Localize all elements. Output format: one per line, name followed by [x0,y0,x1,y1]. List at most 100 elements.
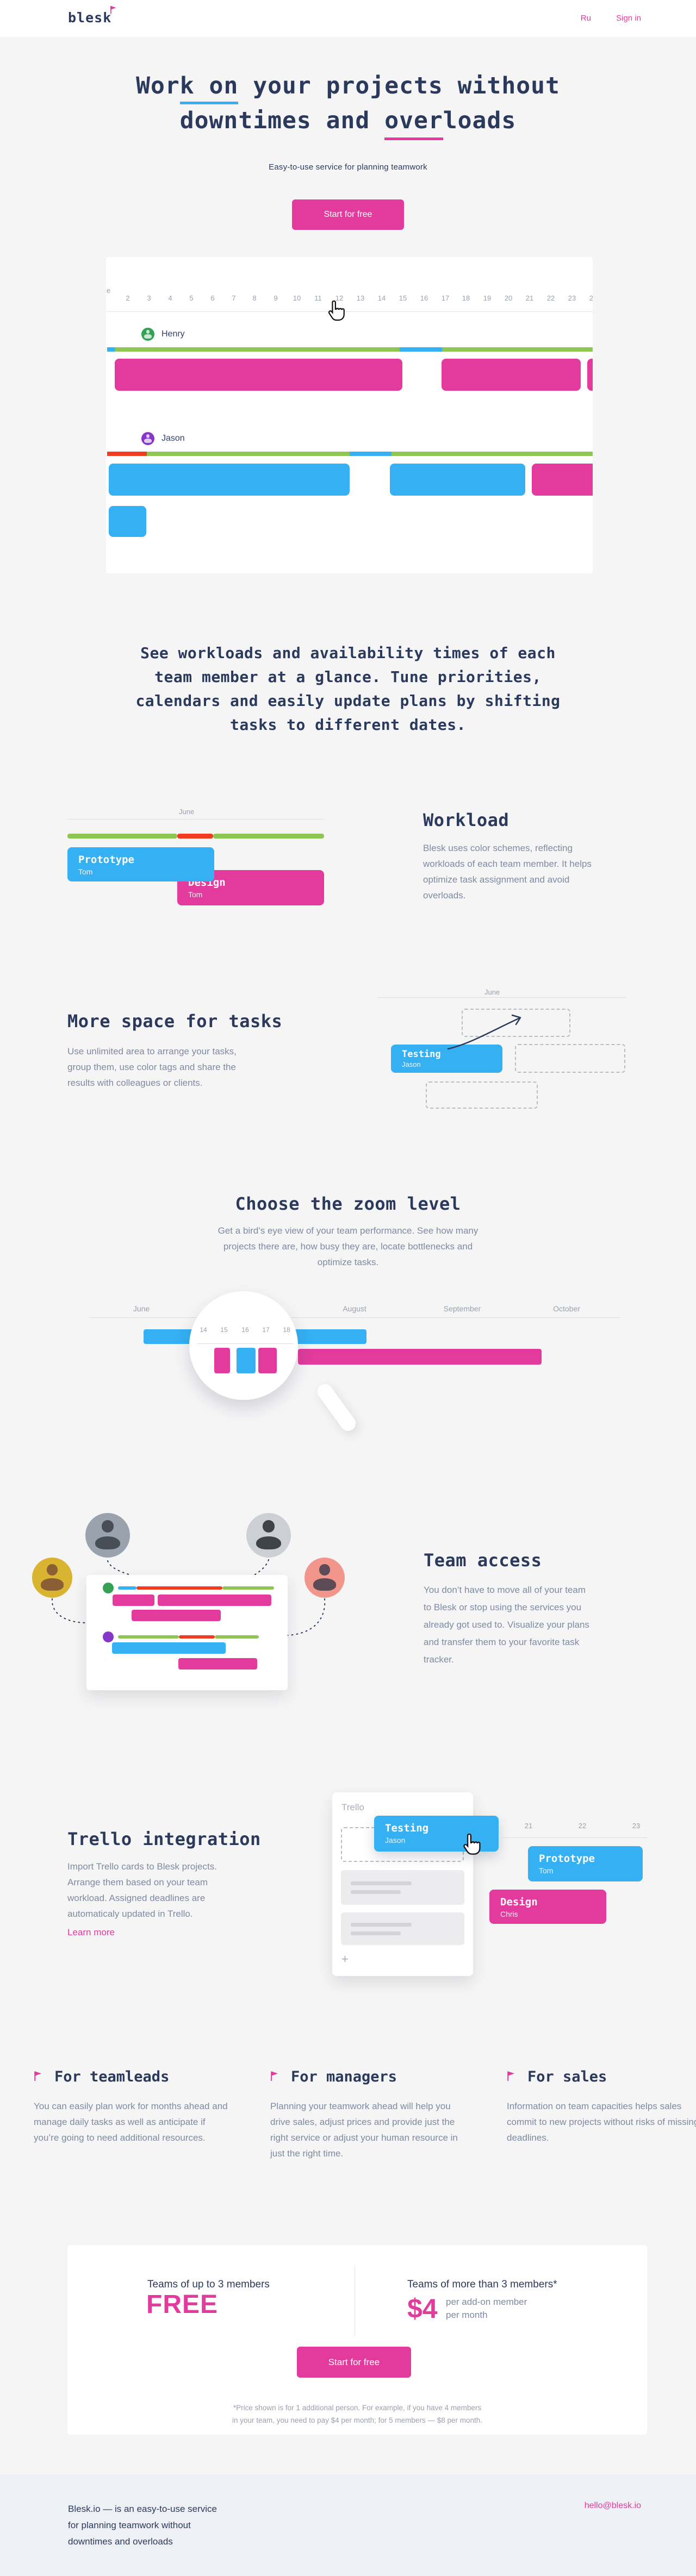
workload-bar-jason [106,452,593,456]
gantt-bar-green [115,347,400,352]
tick-label: 4 [168,294,172,302]
text-line: projects there are, how busy they are, l… [223,1241,473,1252]
move-arrow [447,1014,521,1050]
project-bars [54,1304,642,1370]
start-for-free-button[interactable]: Start for free [292,199,404,230]
timeline-month-label: June [106,286,111,295]
connector-lines [51,1559,326,1636]
gantt-bar-green [147,452,350,456]
tick-label: 16 [420,294,428,302]
tick-label: 23 [568,294,576,302]
gantt-bar-pink [115,359,402,391]
trello-dragged-card-testing[interactable]: Testing Jason [374,1816,499,1852]
gantt-bar-green [391,452,593,456]
pricing-paid-price: $4 [407,2293,438,2324]
hand-cursor-icon [463,1834,481,1855]
month-label: June [484,988,500,996]
tick-label: 17 [441,294,450,302]
tick-label: 11 [314,294,322,302]
footer: Blesk.io — is an easy-to-use service for … [0,2474,696,2576]
nav-signin-link[interactable]: Sign in [616,14,641,23]
magnifier-lens: 14 15 16 17 18 [189,1291,298,1400]
task-card-prototype: Prototype Tom [67,847,214,881]
tick-label: 3 [147,294,151,302]
hero-subtitle: Easy-to-use service for planning teamwor… [269,162,427,172]
team-plan-card [86,1575,288,1690]
text-line: tracker. [424,1654,454,1665]
mini-workload-1 [86,1586,288,1590]
nav-language-link[interactable]: Ru [580,14,591,23]
more-space-body: Use unlimited area to arrange your tasks… [67,1043,237,1091]
hand-cursor-icon [328,301,345,321]
footer-description: Blesk.io — is an easy-to-use service for … [68,2501,217,2550]
pricing-footnote: *Price shown is for 1 additional person.… [67,2402,647,2427]
tick-label: 22 [578,1822,587,1830]
logo[interactable]: blesk [68,6,116,26]
tick-label: 12 [335,294,344,302]
magnifier-handle [314,1381,359,1434]
magnified-line [197,1343,294,1344]
workload-strip [67,834,324,839]
gantt-bar-pink [158,1595,271,1606]
tick-label: 13 [356,294,365,302]
audience-body: You can easily plan work for months ahea… [34,2101,228,2143]
trello-body: Import Trello cards to Blesk projects. Ar… [67,1859,217,1922]
footer-email-link[interactable]: hello@blesk.io [584,2501,641,2510]
member-name-jason: Jason [161,434,185,443]
tick-label: August [343,1304,366,1313]
text-line: overloads. [423,890,466,901]
avatar-woman [32,1558,72,1598]
flag-icon [507,2071,514,2081]
pricing-paid-unit: per add-on member per month [446,2297,527,2320]
hero-title-line2: downtimes and overloads [0,102,696,140]
avatar-jason [141,432,154,445]
gantt-bar-blue [400,347,442,352]
timeline-line [67,819,324,820]
tick-label: 18 [462,294,470,302]
audience-title: For sales [527,2068,607,2085]
mini-workload-2 [86,1635,288,1639]
task-row-jason [106,464,593,496]
logo-flag-icon [110,6,116,14]
gantt-bar-red [179,1635,215,1639]
gantt-bar-pink [178,1658,257,1670]
mini-avatar-2 [103,1631,114,1642]
gantt-bar-blue [118,1586,136,1590]
tick-label: 24 [589,294,593,302]
text-line: Arrange them based on your team [67,1877,208,1887]
workload-illustration: June Design Tom Prototype Tom [67,808,324,916]
mini-avatar-1 [103,1583,114,1593]
intro-text: See workloads and availability times of … [0,641,696,737]
text-line: already got used to. Visualize your plan… [424,1620,589,1630]
magnified-bars [189,1300,298,1387]
gantt-bar-green [222,1586,274,1590]
avatar-henry [141,328,154,341]
trello-skeleton-card-1 [341,1870,464,1905]
learn-more-link[interactable]: Learn more [67,1927,115,1937]
tick-label: 14 [200,1326,207,1334]
drop-slot-2 [515,1044,625,1073]
text-line: workload. Assigned deadlines are [67,1893,206,1903]
trello-skeleton-card-2 [341,1912,464,1945]
team-access-heading: Team access [424,1550,542,1571]
pricing-card: Teams of up to 3 members FREE Teams of m… [67,2245,647,2435]
text-line: group them, use color tags and share the [67,1062,236,1072]
timeline-line [89,1317,620,1318]
trello-add-card-button[interactable]: + [341,1952,349,1966]
gantt-bar-pink [532,464,593,496]
avatar-man-1 [85,1513,130,1558]
zoom-body: Get a bird’s eye view of your team perfo… [0,1223,696,1270]
tick-label: 5 [189,294,194,302]
gantt-bar-pink [132,1610,221,1621]
tick-label: June [133,1304,150,1313]
workload-body: Blesk uses color schemes, reflecting work… [423,840,592,903]
zoom-illustration: June August September October 14 15 16 17 18 [54,1291,642,1456]
task-card-testing[interactable]: Testing Jason [391,1045,502,1073]
workload-bar-henry [106,347,593,352]
gantt-bar-red [136,1586,222,1590]
text-line: You don’t have to move all of your team [424,1585,586,1595]
audience-body: Information on team capacities helps sal… [507,2101,696,2143]
start-for-free-button-bottom[interactable]: Start for free [297,2347,411,2378]
ruler-line [106,311,593,312]
gantt-bar-red [107,452,147,456]
